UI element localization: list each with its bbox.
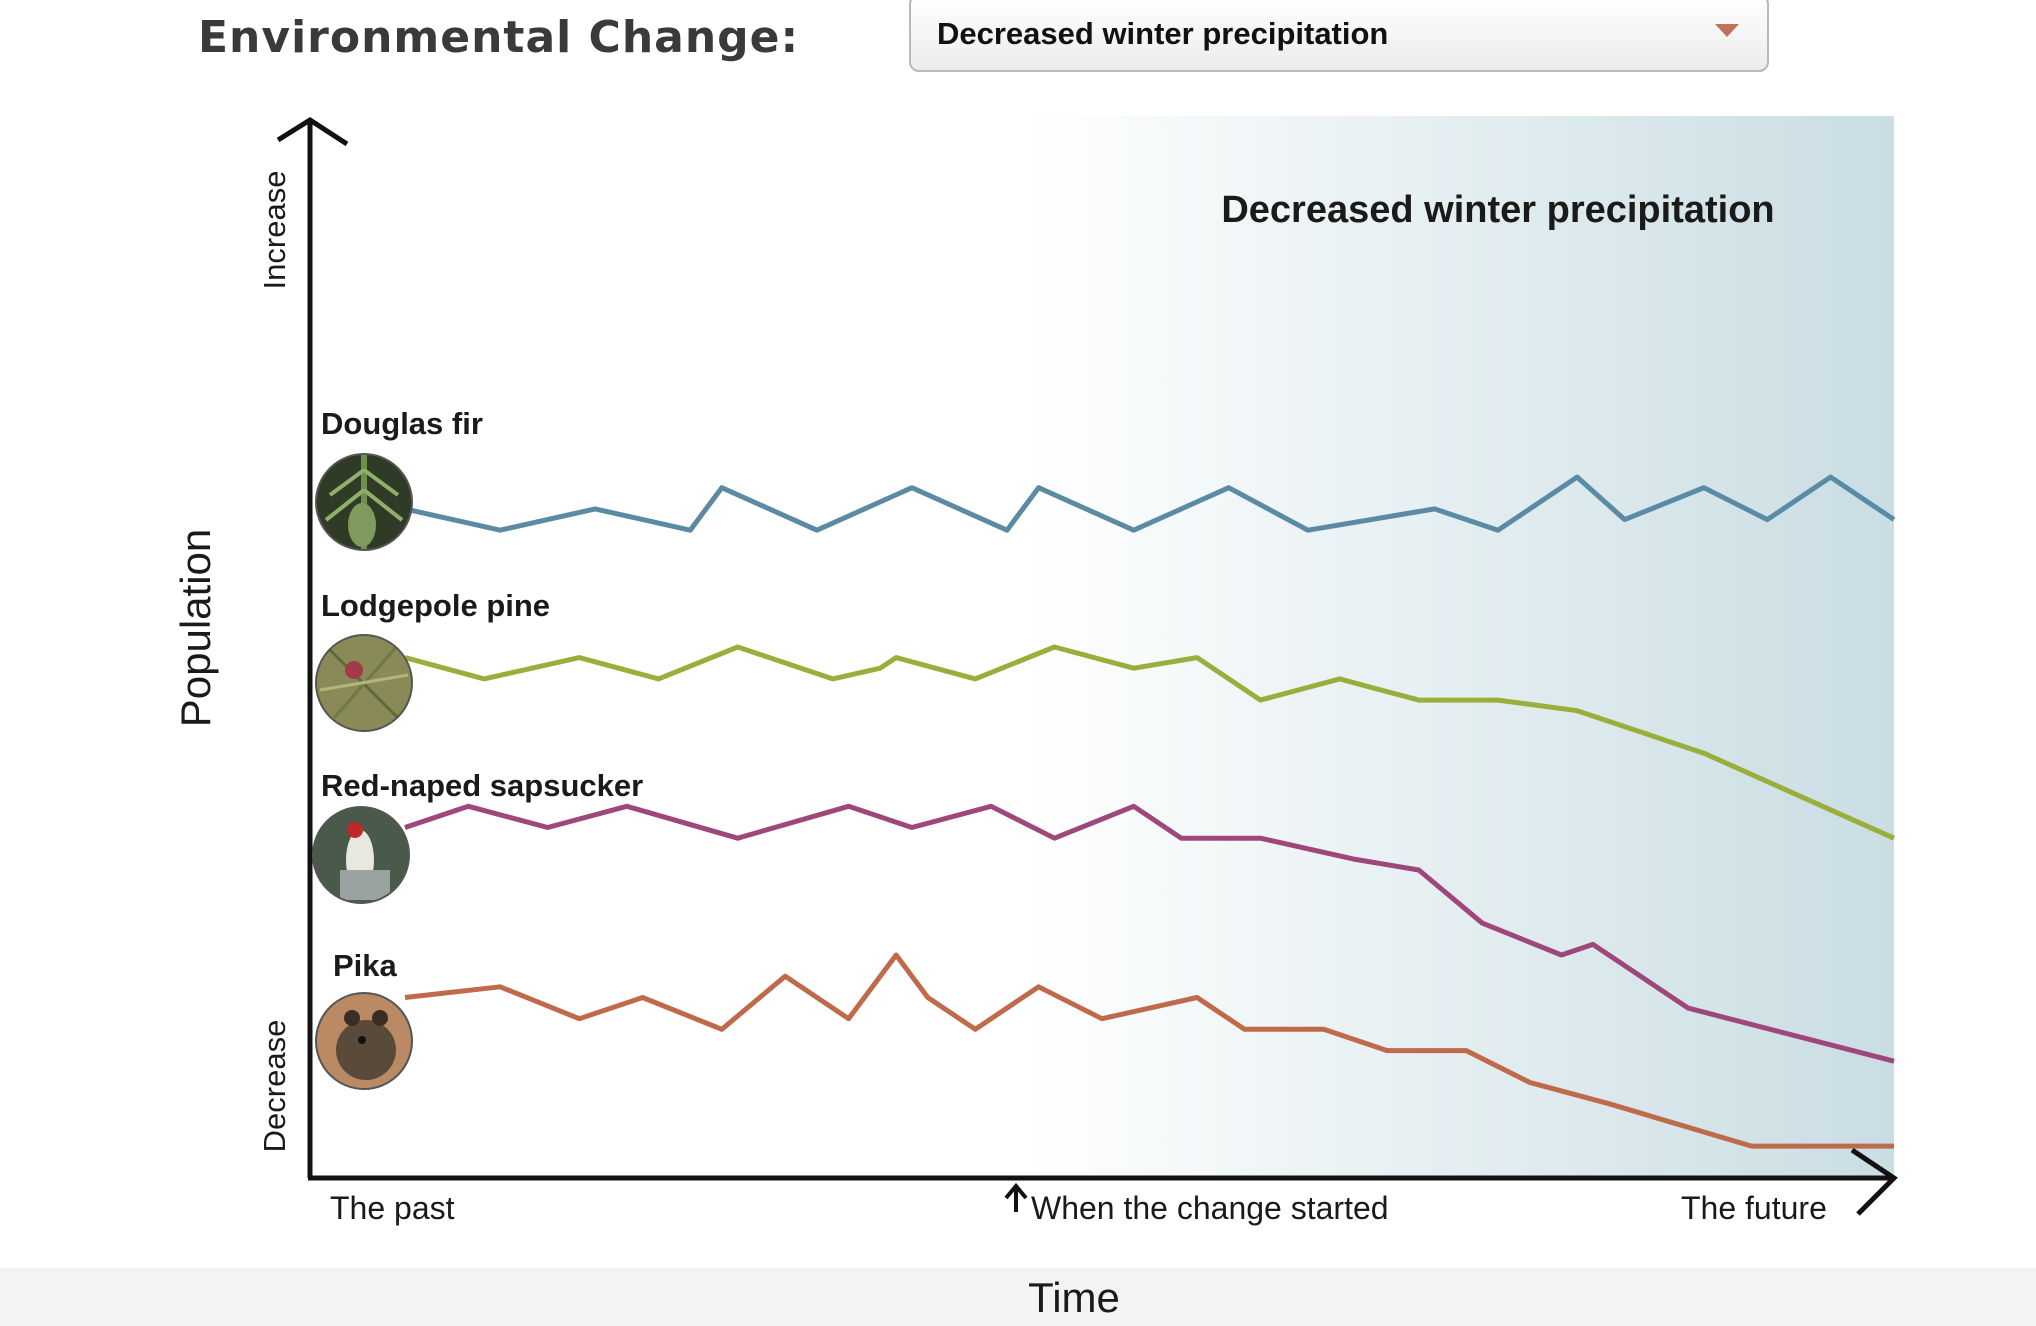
douglas-fir-photo	[315, 453, 413, 551]
series-label-pika: Pika	[333, 948, 398, 983]
lodgepole-pine-photo	[315, 634, 413, 732]
x-label-past: The past	[330, 1190, 455, 1226]
environmental-change-label: Environmental Change:	[198, 12, 800, 63]
series-label-red-naped-sapsucker: Red-naped sapsucker	[321, 768, 643, 803]
chevron-down-icon[interactable]	[1715, 24, 1739, 37]
series-line-red-naped-sapsucker	[404, 803, 1895, 1064]
y-high-label: Increase	[257, 171, 292, 290]
y-axis	[276, 117, 349, 1178]
change-period-shading	[1022, 116, 1894, 1177]
series-line-pika	[404, 952, 1894, 1149]
series-lines	[404, 474, 1896, 1149]
red-naped-sapsucker-photo	[312, 806, 410, 904]
period-label: Decreased winter precipitation	[1221, 189, 1774, 231]
environmental-change-select[interactable]: Decreased winter precipitation	[909, 0, 1769, 72]
up-arrow-icon	[1004, 1182, 1028, 1200]
select-value: Decreased winter precipitation	[937, 16, 1389, 51]
change-marker	[1004, 1182, 1028, 1212]
x-axis-title: Time	[1028, 1274, 1120, 1321]
x-axis-arrow-icon	[1850, 1147, 1898, 1216]
bottom-band	[0, 1268, 2036, 1326]
series-line-douglas-fir	[404, 474, 1896, 533]
x-label-future: The future	[1681, 1190, 1827, 1226]
y-axis-arrow-icon	[276, 117, 349, 147]
series-label-lodgepole-pine: Lodgepole pine	[321, 588, 550, 623]
pika-photo	[315, 992, 413, 1090]
series-label-douglas-fir: Douglas fir	[321, 406, 483, 441]
y-axis-title: Population	[172, 529, 219, 728]
y-low-label: Decrease	[257, 1020, 292, 1153]
x-label-change: When the change started	[1031, 1190, 1389, 1226]
series-line-lodgepole-pine	[404, 644, 1896, 841]
x-axis	[308, 1147, 1898, 1216]
